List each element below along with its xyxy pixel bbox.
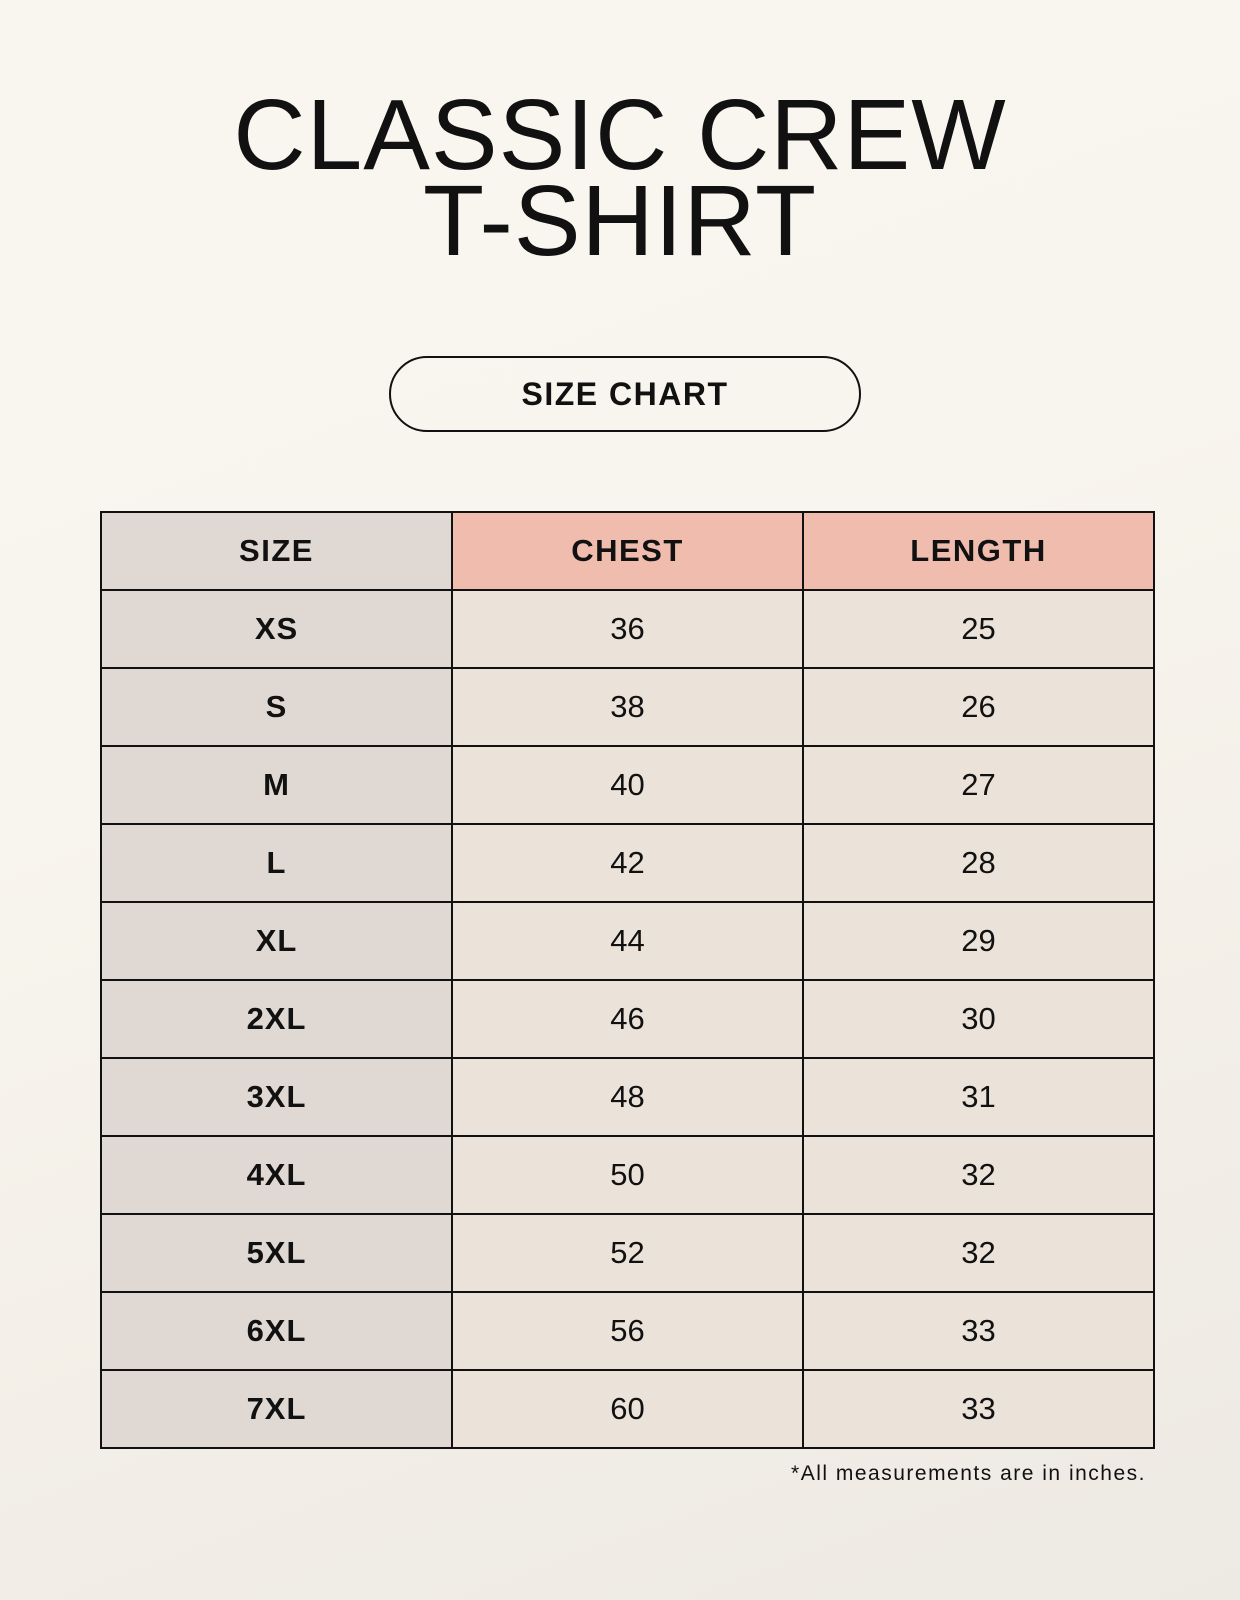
- table-row: 5XL 52 32: [100, 1213, 1155, 1293]
- cell-length: 31: [802, 1057, 1155, 1137]
- page-title: CLASSIC CREW T-SHIRT: [0, 79, 1240, 277]
- cell-chest: 46: [451, 979, 804, 1059]
- cell-size: 4XL: [100, 1135, 453, 1215]
- cell-size: M: [100, 745, 453, 825]
- cell-length: 27: [802, 745, 1155, 825]
- cell-chest: 44: [451, 901, 804, 981]
- cell-chest: 40: [451, 745, 804, 825]
- cell-size: 6XL: [100, 1291, 453, 1371]
- cell-length: 32: [802, 1213, 1155, 1293]
- table-row: 7XL 60 33: [100, 1369, 1155, 1449]
- cell-length: 33: [802, 1369, 1155, 1449]
- table-row: M 40 27: [100, 745, 1155, 825]
- cell-length: 26: [802, 667, 1155, 747]
- size-chart-badge: SIZE CHART: [389, 356, 861, 432]
- table-row: 2XL 46 30: [100, 979, 1155, 1059]
- table-row: XL 44 29: [100, 901, 1155, 981]
- table-row: 4XL 50 32: [100, 1135, 1155, 1215]
- title-line-2: T-SHIRT: [422, 165, 818, 277]
- cell-length: 28: [802, 823, 1155, 903]
- cell-length: 33: [802, 1291, 1155, 1371]
- cell-chest: 60: [451, 1369, 804, 1449]
- header-row: SIZE CHEST LENGTH: [100, 511, 1155, 591]
- cell-size: 3XL: [100, 1057, 453, 1137]
- cell-chest: 38: [451, 667, 804, 747]
- header-chest: CHEST: [451, 511, 804, 591]
- title-line-1: CLASSIC CREW: [233, 79, 1007, 191]
- cell-size: 2XL: [100, 979, 453, 1059]
- cell-chest: 56: [451, 1291, 804, 1371]
- header-length: LENGTH: [802, 511, 1155, 591]
- cell-length: 25: [802, 589, 1155, 669]
- header-size: SIZE: [100, 511, 453, 591]
- size-table: SIZE CHEST LENGTH XS 36 25 S 38 26 M 40 27 L 42 28 X…: [100, 511, 1155, 1449]
- cell-size: S: [100, 667, 453, 747]
- cell-chest: 36: [451, 589, 804, 669]
- table-row: S 38 26: [100, 667, 1155, 747]
- cell-size: 7XL: [100, 1369, 453, 1449]
- cell-size: L: [100, 823, 453, 903]
- cell-length: 32: [802, 1135, 1155, 1215]
- table-row: L 42 28: [100, 823, 1155, 903]
- cell-length: 30: [802, 979, 1155, 1059]
- footnote: *All measurements are in inches.: [791, 1462, 1146, 1485]
- table-row: 3XL 48 31: [100, 1057, 1155, 1137]
- cell-length: 29: [802, 901, 1155, 981]
- cell-chest: 42: [451, 823, 804, 903]
- cell-size: XS: [100, 589, 453, 669]
- cell-size: XL: [100, 901, 453, 981]
- table-row: XS 36 25: [100, 589, 1155, 669]
- table-row: 6XL 56 33: [100, 1291, 1155, 1371]
- cell-chest: 52: [451, 1213, 804, 1293]
- cell-chest: 50: [451, 1135, 804, 1215]
- cell-size: 5XL: [100, 1213, 453, 1293]
- cell-chest: 48: [451, 1057, 804, 1137]
